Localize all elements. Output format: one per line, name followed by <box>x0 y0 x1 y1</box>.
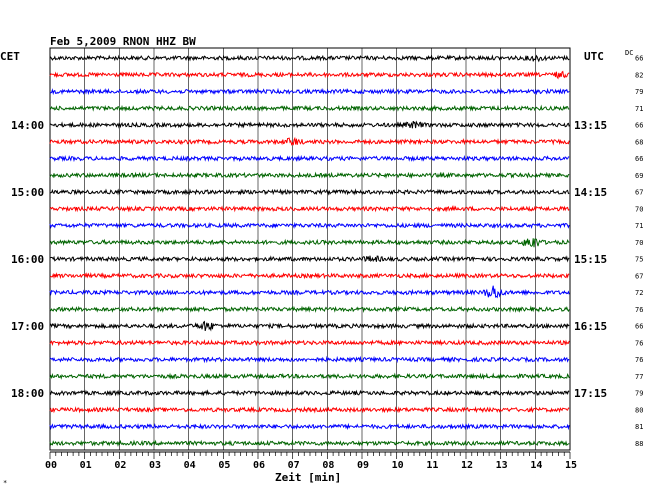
plot-title: Feb 5,2009 RNON HHZ BW <box>50 35 196 48</box>
plot-frame <box>49 47 571 451</box>
trace-row-13 <box>49 271 570 280</box>
left-time-label: 16:00 <box>11 253 44 266</box>
dc-offset-label: 80 <box>635 406 643 414</box>
trace-row-11 <box>49 238 570 248</box>
dc-offset-label: 77 <box>635 373 643 381</box>
dc-offset-label: 69 <box>635 172 643 180</box>
dc-offset-label: 82 <box>635 71 643 79</box>
trace-row-17 <box>49 339 570 347</box>
x-tick-label: 04 <box>184 460 196 471</box>
dc-offset-label: 71 <box>635 222 643 230</box>
trace-row-1 <box>49 70 570 80</box>
x-tick-label: 02 <box>114 460 126 471</box>
dc-offset-label: 72 <box>635 289 643 297</box>
x-tick-label: 10 <box>392 460 404 471</box>
left-timezone-label: CET <box>0 50 20 63</box>
dc-offset-label: 76 <box>635 339 643 347</box>
dc-offset-label: 79 <box>635 390 643 398</box>
x-tick-label: 07 <box>288 460 300 471</box>
x-tick-label: 13 <box>496 460 508 471</box>
x-tick-label: 08 <box>322 460 334 471</box>
dc-offset-label: 67 <box>635 272 643 280</box>
x-tick-label: 09 <box>357 460 369 471</box>
dc-offset-label: 75 <box>635 256 643 264</box>
trace-row-21 <box>49 405 570 414</box>
dc-offset-label: 66 <box>635 122 643 130</box>
trace-row-3 <box>49 104 570 112</box>
dc-offset-label: 79 <box>635 88 643 96</box>
x-tick-label: 14 <box>530 460 542 471</box>
trace-row-10 <box>49 221 570 230</box>
dc-offset-label: 68 <box>635 138 643 146</box>
dc-offset-label: 67 <box>635 189 643 197</box>
trace-row-9 <box>49 205 570 213</box>
x-tick-label: 12 <box>461 460 473 471</box>
dc-offset-label: 71 <box>635 105 643 113</box>
trace-row-16 <box>49 320 570 332</box>
corner-mark: * <box>3 479 8 487</box>
dc-header-label: DC <box>625 49 634 57</box>
trace-row-12 <box>49 255 570 263</box>
left-time-label: 18:00 <box>11 387 44 400</box>
dc-offset-label: 76 <box>635 356 643 364</box>
x-tick-label: 01 <box>80 460 92 471</box>
trace-row-22 <box>49 422 570 431</box>
x-tick-label: 06 <box>253 460 265 471</box>
x-tick-label: 11 <box>426 460 438 471</box>
trace-row-4 <box>49 120 570 129</box>
trace-row-15 <box>49 305 570 313</box>
trace-row-6 <box>49 154 570 163</box>
x-tick-label: 03 <box>149 460 161 471</box>
trace-row-20 <box>49 389 570 397</box>
dc-offset-label: 66 <box>635 323 643 331</box>
trace-row-2 <box>49 87 570 96</box>
left-time-label: 17:00 <box>11 320 44 333</box>
trace-row-8 <box>49 188 570 196</box>
right-time-label: 14:15 <box>574 186 607 199</box>
right-time-label: 15:15 <box>574 253 607 266</box>
dc-offset-label: 70 <box>635 239 643 247</box>
trace-row-7 <box>49 171 570 179</box>
x-tick-label: 05 <box>218 460 230 471</box>
dc-offset-label: 76 <box>635 306 643 314</box>
dc-offset-label: 66 <box>635 155 643 163</box>
x-tick-label: 15 <box>565 460 577 471</box>
right-time-label: 13:15 <box>574 119 607 132</box>
right-time-label: 17:15 <box>574 387 607 400</box>
dc-offset-label: 70 <box>635 205 643 213</box>
trace-row-23 <box>49 439 570 447</box>
dc-offset-label: 66 <box>635 55 643 63</box>
x-axis-label: Zeit [min] <box>275 471 342 484</box>
trace-row-18 <box>49 355 570 364</box>
trace-row-14 <box>49 285 570 299</box>
trace-row-19 <box>49 372 570 380</box>
trace-row-5 <box>49 136 570 146</box>
trace-row-0 <box>49 54 570 63</box>
left-time-label: 14:00 <box>11 119 44 132</box>
x-tick-label: 00 <box>45 460 57 471</box>
right-timezone-label: UTC <box>584 50 604 63</box>
dc-offset-label: 81 <box>635 423 643 431</box>
left-time-label: 15:00 <box>11 186 44 199</box>
dc-offset-label: 88 <box>635 440 643 448</box>
right-time-label: 16:15 <box>574 320 607 333</box>
